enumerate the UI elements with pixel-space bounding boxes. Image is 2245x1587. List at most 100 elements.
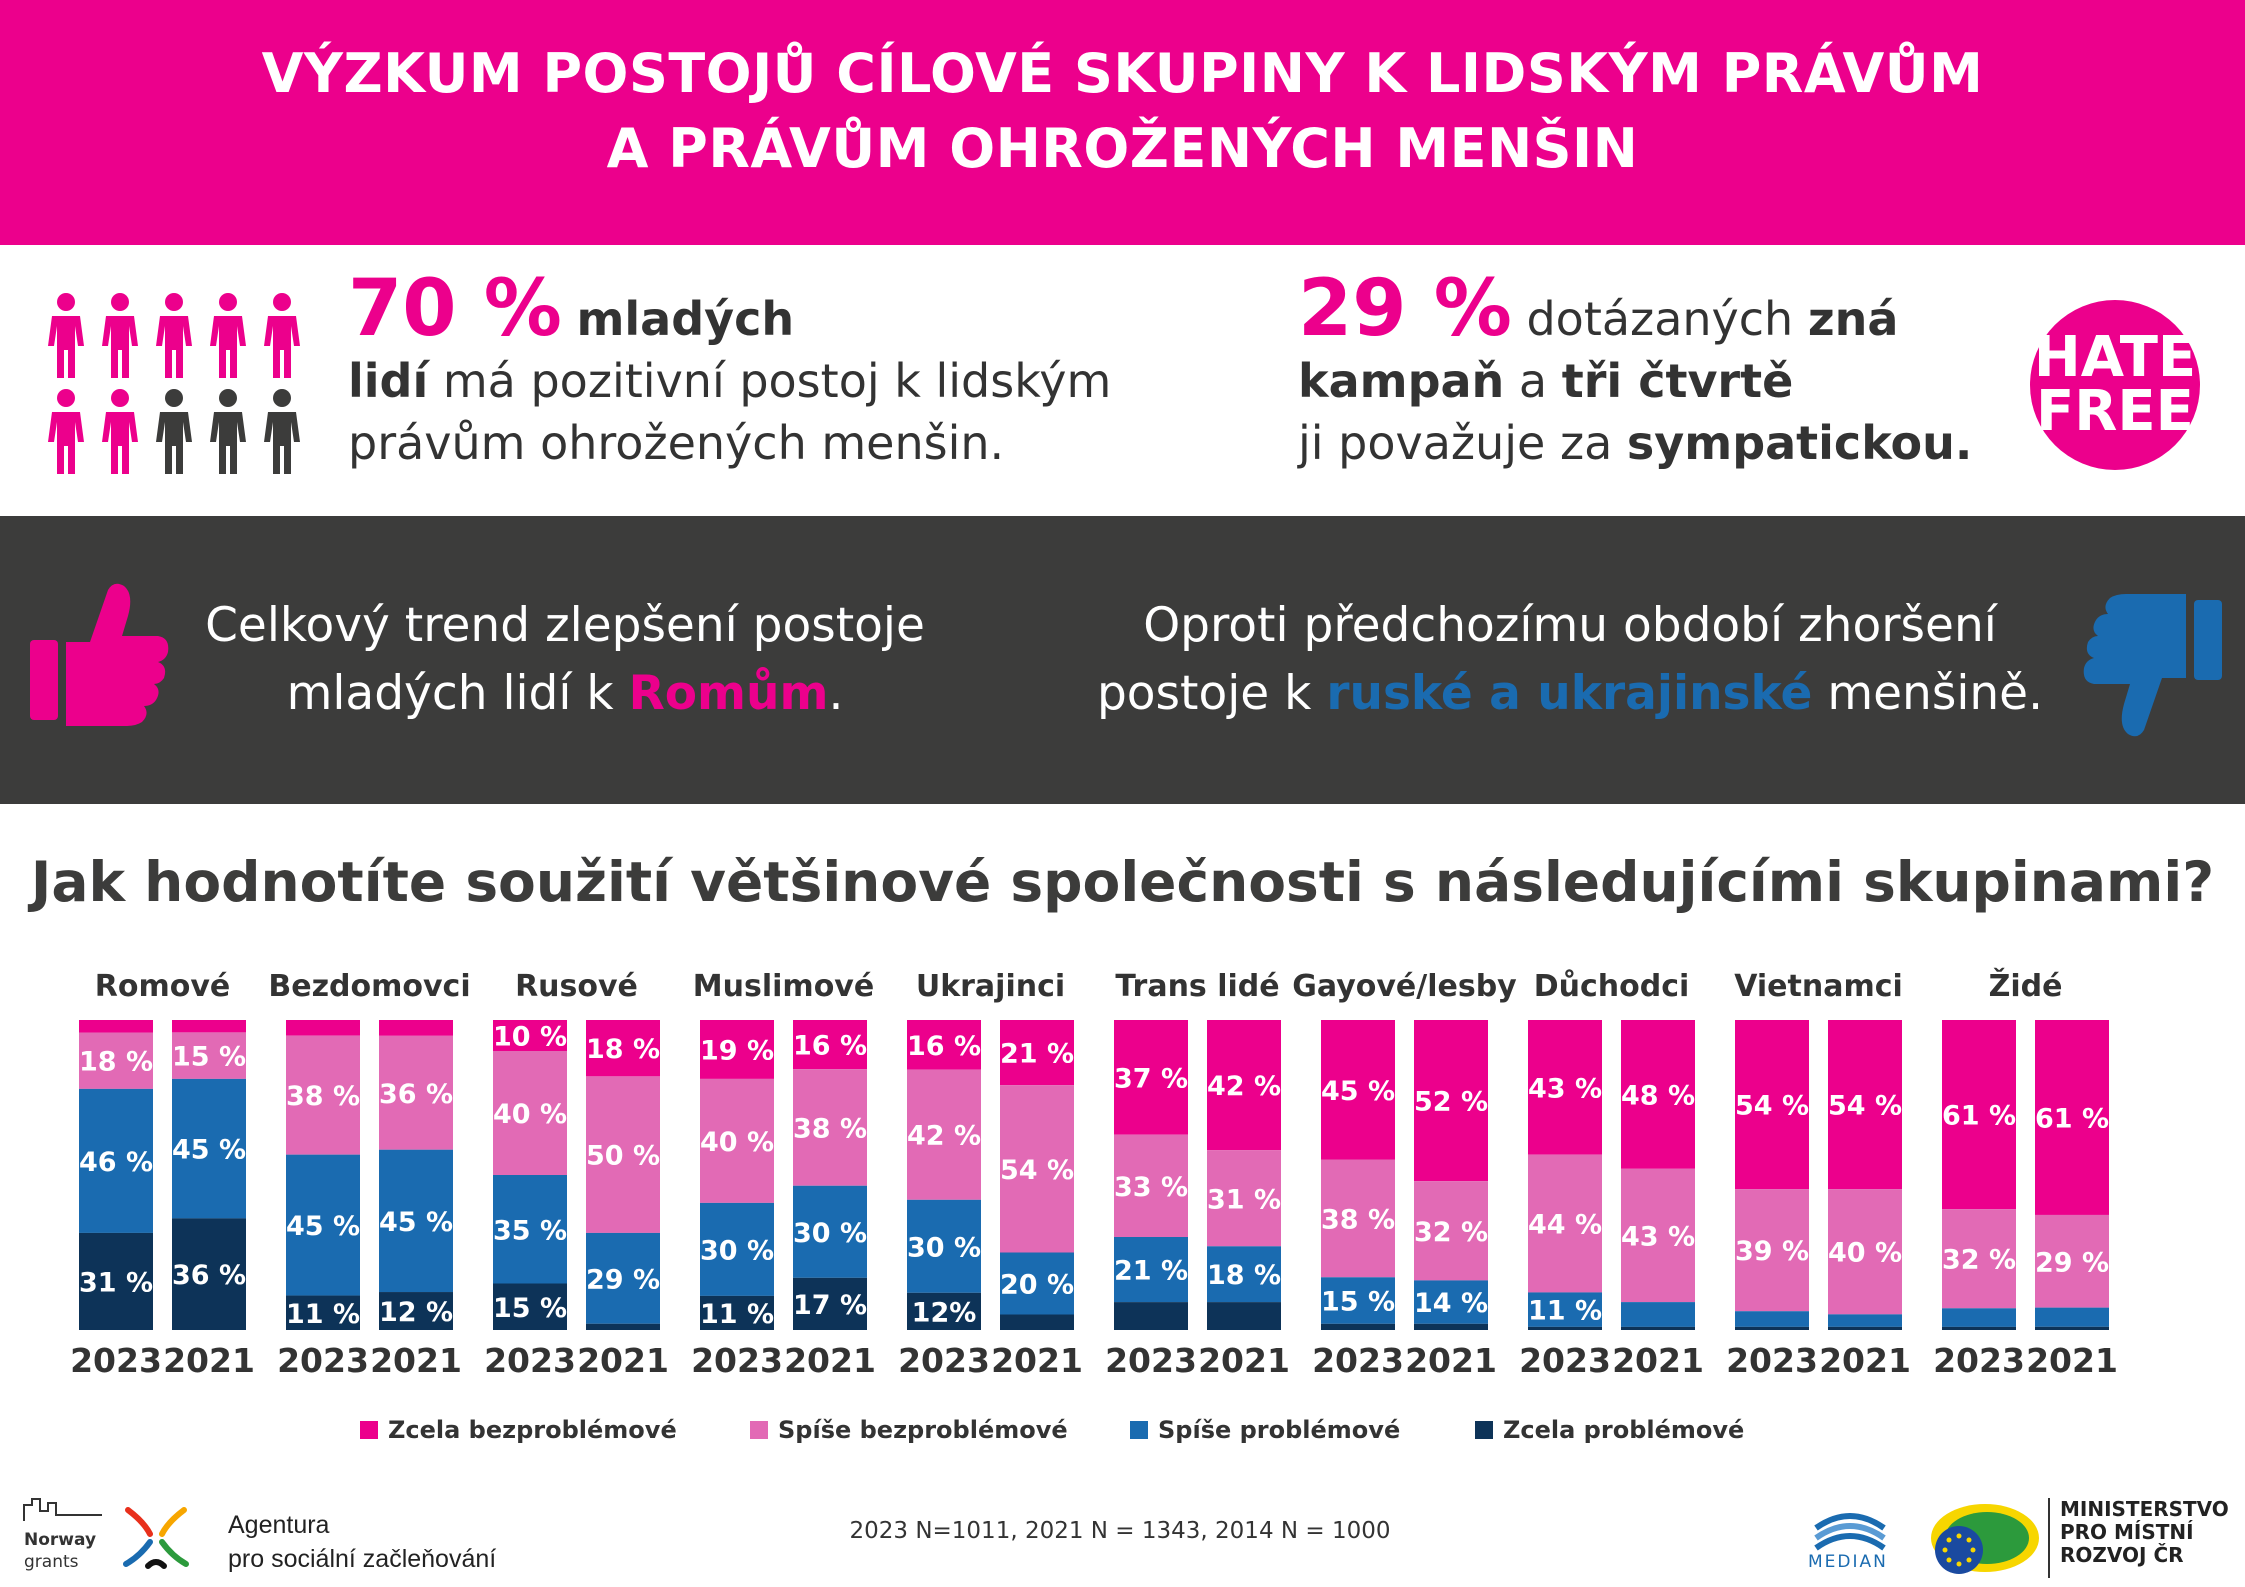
year-label: 2021: [1612, 1341, 1704, 1380]
legend-item: Spíše problémové: [1130, 1410, 1400, 1450]
bar-segment: [1321, 1323, 1395, 1330]
bar-segment: [379, 1149, 453, 1293]
bar-segment: [379, 1020, 453, 1036]
legend-item: Zcela problémové: [1475, 1410, 1744, 1450]
data-label: 38 %: [1321, 1204, 1395, 1235]
data-label: 54 %: [1735, 1091, 1809, 1122]
data-label: 29 %: [586, 1264, 660, 1295]
ministry-name-line: PRO MÍSTNÍ: [2060, 1520, 2194, 1544]
bar-segment: [1414, 1181, 1488, 1281]
bar-segment: [493, 1020, 567, 1051]
legend-swatch: [1130, 1421, 1148, 1439]
group-label: Rusové: [515, 969, 638, 1004]
data-label: 48 %: [1621, 1080, 1695, 1111]
year-label: 2023: [277, 1341, 369, 1380]
data-label: 16 %: [793, 1031, 867, 1062]
data-label: 31 %: [79, 1267, 153, 1298]
median-logo-icon: [1814, 1513, 1886, 1551]
bar-segment: [1828, 1020, 1902, 1190]
bar-segment: [586, 1232, 660, 1324]
legend-label: Zcela bezproblémové: [388, 1416, 677, 1444]
data-label: 31 %: [1207, 1184, 1281, 1215]
trend-highlight: ruské a ukrajinské: [1326, 666, 1813, 721]
data-label: 10 %: [493, 1022, 567, 1053]
year-label: 2023: [1519, 1341, 1611, 1380]
bar-segment: [1000, 1314, 1074, 1330]
group-label: Vietnamci: [1734, 969, 1903, 1004]
bar-segment: [793, 1277, 867, 1330]
data-label: 33 %: [1114, 1172, 1188, 1203]
data-label: 15 %: [1321, 1287, 1395, 1318]
data-label: 12 %: [379, 1297, 453, 1328]
data-label: 52 %: [1414, 1087, 1488, 1118]
bar-segment: [1828, 1189, 1902, 1315]
stat-percent: 70 %: [348, 264, 562, 354]
person-icon: [264, 389, 300, 474]
bar-segment: [172, 1218, 246, 1330]
data-label: 32 %: [1942, 1245, 2016, 1276]
data-label: 15 %: [493, 1293, 567, 1324]
year-label: 2021: [2026, 1341, 2118, 1380]
bar-segment: [1000, 1252, 1074, 1315]
bar-segment: [79, 1232, 153, 1330]
legend-swatch: [750, 1421, 768, 1439]
ministry-name-line: ROZVOJ ČR: [2060, 1543, 2184, 1567]
bar-segment: [172, 1020, 246, 1033]
data-label: 46 %: [79, 1147, 153, 1178]
bar-segment: [1414, 1323, 1488, 1330]
stat-text: ji považuje za: [1298, 416, 1613, 470]
stat-text: má pozitivní postoj k lidským: [442, 354, 1112, 408]
bar-segment: [79, 1032, 153, 1089]
data-label: 45 %: [379, 1207, 453, 1238]
person-icon-highlighted: [264, 293, 300, 378]
median-logo-text: MEDIAN: [1808, 1552, 1888, 1572]
data-label: 40 %: [493, 1099, 567, 1130]
data-label: 39 %: [1735, 1236, 1809, 1267]
bar-segment: [1735, 1311, 1809, 1327]
data-label: 40 %: [1828, 1238, 1902, 1269]
bar-segment: [172, 1032, 246, 1079]
trend-worsening: Oproti předchozímu období zhoršení posto…: [1070, 592, 2070, 728]
bar-segment: [1114, 1302, 1188, 1330]
hate-free-line2: FREE: [2036, 379, 2194, 444]
data-label: 17 %: [793, 1290, 867, 1321]
year-label: 2021: [1198, 1341, 1290, 1380]
trend-text: .: [828, 666, 844, 721]
page-title-line1: VÝZKUM POSTOJŮ CÍLOVÉ SKUPINY K LIDSKÝM …: [261, 42, 1984, 105]
chart-legend: Zcela bezproblémové Spíše bezproblémové …: [360, 1410, 1860, 1450]
data-label: 37 %: [1114, 1063, 1188, 1094]
person-icon-highlighted: [102, 293, 138, 378]
bar-segment: [172, 1078, 246, 1219]
bar-segment: [1114, 1134, 1188, 1237]
data-label: 12%: [912, 1297, 977, 1328]
hate-free-logo: HATE FREE: [2030, 300, 2200, 470]
bar-segment: [1528, 1292, 1602, 1327]
agency-name-line: Agentura: [228, 1511, 330, 1539]
bar-segment: [700, 1295, 774, 1330]
year-label: 2021: [991, 1341, 1083, 1380]
bar-segment: [907, 1292, 981, 1330]
year-label: 2021: [784, 1341, 876, 1380]
bar-segment: [2035, 1326, 2109, 1330]
bar-segment: [79, 1020, 153, 1033]
group-label: Gayové/lesby: [1292, 969, 1517, 1004]
stat-text: dotázaných: [1526, 292, 1794, 346]
data-label: 42 %: [907, 1121, 981, 1152]
person-icon-highlighted: [48, 389, 84, 474]
sample-size-footnote: 2023 N=1011, 2021 N = 1343, 2014 N = 100…: [849, 1518, 1391, 1544]
bar-segment: [379, 1292, 453, 1330]
year-label: 2023: [1933, 1341, 2025, 1380]
bar-segment: [1735, 1326, 1809, 1330]
bar-segment: [79, 1088, 153, 1233]
data-label: 38 %: [793, 1113, 867, 1144]
legend-item: Zcela bezproblémové: [360, 1410, 677, 1450]
legend-swatch: [1475, 1421, 1493, 1439]
bar-segment: [1828, 1326, 1902, 1330]
bar-segment: [700, 1020, 774, 1079]
bar-segment: [1114, 1237, 1188, 1303]
group-label: Trans lidé: [1115, 969, 1279, 1004]
trend-text: postoje k: [1096, 666, 1312, 721]
data-label: 61 %: [1942, 1101, 2016, 1132]
stat-text: právům ohrožených menšin.: [348, 416, 1005, 470]
bar-segment: [907, 1199, 981, 1293]
